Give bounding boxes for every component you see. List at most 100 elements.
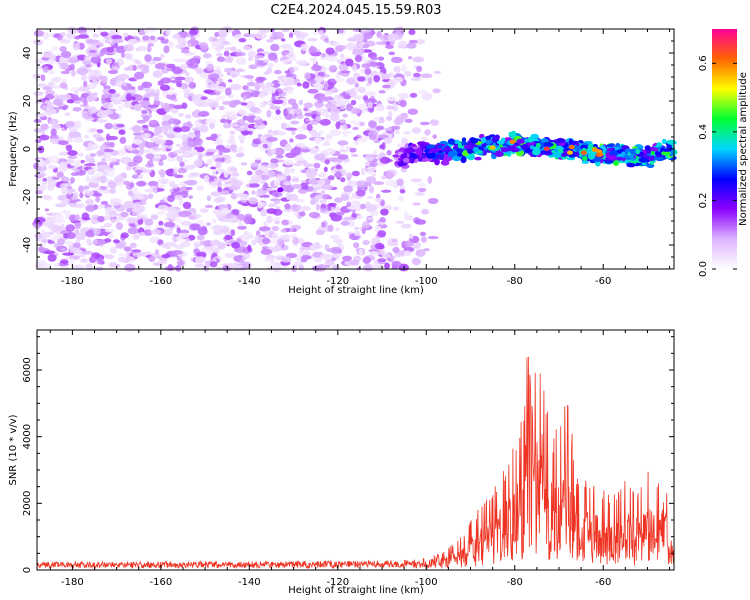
noise-blob (106, 166, 115, 171)
signal-blob (485, 139, 492, 145)
noise-blob (96, 257, 104, 265)
snr-x-tick-label: -160 (150, 577, 173, 588)
noise-blob (206, 98, 214, 104)
noise-blob (211, 218, 217, 224)
noise-blob (255, 169, 264, 176)
signal-blob (520, 144, 529, 150)
noise-blob (80, 74, 88, 81)
noise-blob (294, 156, 305, 162)
noise-blob (213, 229, 223, 236)
noise-blob (53, 262, 60, 268)
signal-blob (447, 150, 458, 157)
noise-blob (62, 198, 69, 207)
noise-blob (96, 239, 107, 245)
noise-blob (295, 134, 307, 140)
noise-blob (327, 157, 340, 162)
noise-blob (59, 39, 71, 44)
noise-blob (273, 192, 279, 198)
noise-blob (89, 153, 97, 157)
noise-blob (165, 93, 177, 100)
noise-blob (244, 101, 256, 109)
noise-blob (267, 52, 278, 61)
noise-blob (393, 76, 404, 83)
noise-blob (56, 136, 65, 141)
colorbar-tick-label: 0.6 (698, 55, 709, 71)
noise-blob (108, 214, 116, 218)
noise-blob (47, 222, 56, 230)
noise-blob (65, 224, 76, 232)
noise-blob (306, 124, 313, 131)
noise-blob (340, 193, 350, 201)
noise-blob (325, 133, 333, 140)
noise-blob (190, 35, 195, 43)
noise-blob (131, 126, 143, 132)
noise-blob (220, 207, 230, 216)
noise-blob (89, 177, 101, 184)
colorbar-tick-label: 0.4 (698, 124, 709, 140)
noise-blob (159, 84, 171, 91)
noise-blob (117, 256, 127, 263)
noise-blob (386, 97, 397, 102)
noise-blob (319, 118, 331, 126)
signal-blob (668, 149, 675, 157)
noise-blob (339, 45, 346, 50)
noise-blob (391, 238, 398, 243)
signal-blob (496, 140, 505, 145)
noise-blob (359, 121, 365, 126)
noise-blob (189, 149, 196, 155)
noise-blob (264, 86, 276, 94)
noise-blob (117, 105, 124, 112)
noise-blob (127, 38, 139, 44)
noise-blob (362, 43, 370, 49)
noise-blob (228, 135, 235, 142)
noise-blob (244, 75, 255, 79)
noise-blob (335, 164, 342, 170)
signal-blob (609, 150, 619, 156)
signal-blob (527, 136, 534, 143)
noise-blob (414, 39, 426, 45)
noise-blob (81, 250, 94, 255)
noise-blob (260, 248, 272, 255)
noise-blob (139, 213, 148, 219)
noise-blob (362, 95, 369, 101)
noise-blob (133, 155, 143, 164)
snr-y-tick-label: 0 (22, 567, 33, 573)
noise-blob (235, 193, 247, 198)
noise-blob (52, 123, 61, 128)
noise-blob (171, 108, 179, 114)
noise-blob (342, 124, 348, 131)
signal-blob (624, 154, 630, 159)
noise-blob (430, 119, 439, 126)
noise-blob (193, 67, 200, 72)
noise-blob (87, 168, 95, 175)
noise-blob (325, 261, 333, 266)
noise-blob (72, 242, 81, 248)
noise-blob (216, 56, 225, 62)
noise-blob (184, 164, 195, 170)
signal-blob (508, 131, 514, 137)
noise-blob (60, 70, 70, 75)
noise-blob (264, 230, 270, 238)
noise-blob (181, 134, 189, 142)
signal-blob (510, 147, 520, 153)
noise-blob (377, 134, 389, 139)
noise-blob (291, 102, 299, 111)
noise-blob (58, 266, 66, 271)
noise-blob (327, 224, 334, 232)
noise-blob (391, 260, 402, 268)
noise-blob (79, 220, 88, 224)
noise-blob (415, 249, 426, 257)
noise-blob (152, 185, 158, 194)
noise-blob (263, 221, 268, 228)
noise-blob (397, 143, 404, 148)
noise-blob (280, 184, 293, 192)
noise-blob (112, 98, 123, 105)
noise-blob (196, 185, 205, 191)
noise-blob (225, 110, 235, 116)
noise-blob (194, 263, 205, 268)
noise-blob (341, 191, 352, 195)
noise-blob (283, 108, 288, 117)
noise-blob (123, 44, 135, 52)
noise-blob (404, 250, 412, 256)
noise-blob (258, 28, 270, 33)
